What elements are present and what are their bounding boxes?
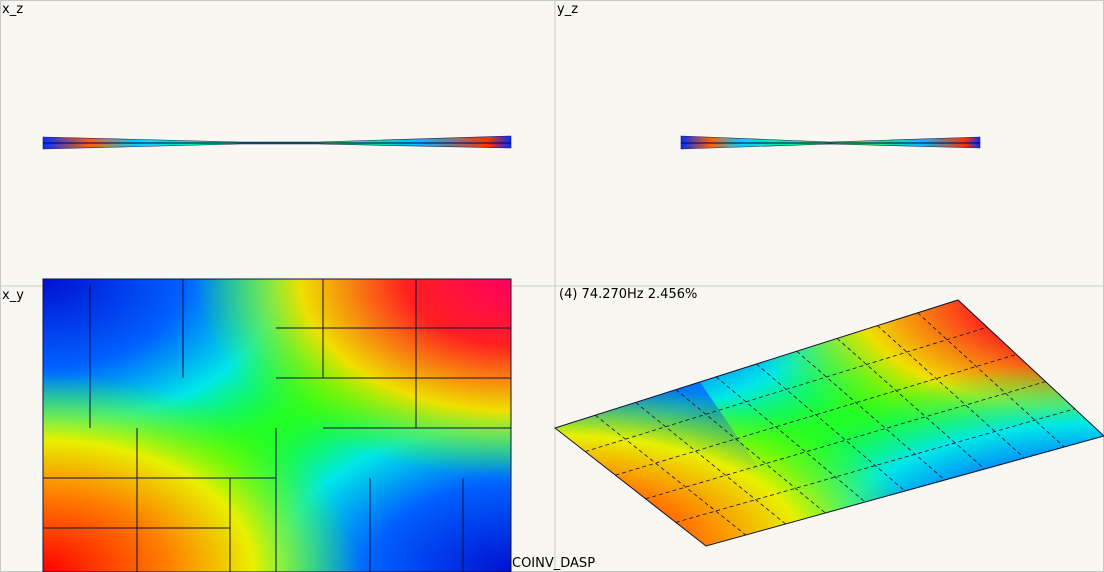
- plate-grid-line: [756, 363, 906, 492]
- xz-plot: [42, 135, 512, 150]
- view-label: y_z: [557, 2, 578, 17]
- footer-label: COINV_DASP: [512, 556, 595, 571]
- plate-grid-line: [796, 350, 946, 481]
- plate-grid-line: [675, 408, 1075, 523]
- plate-grid-line: [585, 326, 988, 452]
- view-label: x_y: [2, 288, 24, 303]
- xy-plot: [42, 278, 512, 572]
- view-label: (4) 74.270Hz 2.456%: [559, 287, 697, 302]
- plate-grid-line: [715, 376, 866, 503]
- plate-grid-line: [836, 338, 985, 470]
- plate-grid-line: [675, 389, 826, 514]
- view-label: x_z: [2, 2, 23, 17]
- iso-plot: [553, 299, 1104, 547]
- plate-grid-line: [877, 325, 1025, 459]
- plate-grid-line: [917, 312, 1065, 448]
- yz-plot: [680, 135, 981, 150]
